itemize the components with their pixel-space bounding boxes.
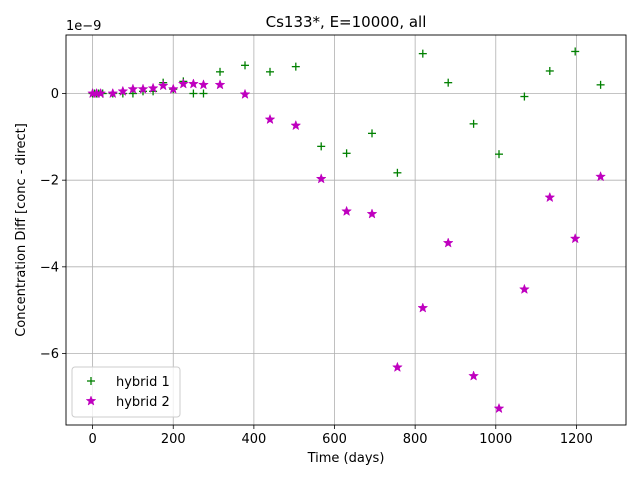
data-point: [444, 78, 453, 87]
chart-title: Cs133*, E=10000, all: [266, 13, 427, 31]
legend-marker-hybrid-1: [87, 377, 95, 385]
legend-marker-hybrid-2: [85, 395, 97, 406]
data-point: [571, 47, 580, 56]
plot-area-frame: [65, 34, 627, 426]
legend-label-hybrid-1: hybrid 1: [116, 375, 170, 390]
x-tick-label: 1200: [560, 432, 593, 447]
data-point: [468, 370, 480, 381]
data-point: [366, 208, 378, 219]
data-point: [368, 129, 377, 138]
data-point: [596, 80, 605, 89]
data-point: [187, 78, 199, 89]
data-point: [341, 205, 353, 216]
data-point: [266, 67, 275, 76]
data-point: [199, 89, 208, 98]
data-point: [127, 83, 139, 94]
data-point: [214, 79, 226, 90]
series-2: [87, 78, 607, 414]
axis-ticks: 0 200 400 600 800 1000 1200 0 −2 −4 −6: [40, 87, 593, 447]
data-point: [167, 83, 179, 94]
data-point: [189, 89, 198, 98]
data-point: [107, 87, 119, 99]
grid-lines: [66, 35, 626, 425]
y-axis-label: Concentration Diff [conc - direct]: [14, 123, 29, 337]
data-point: [493, 402, 505, 414]
y-tick-label: −4: [40, 260, 59, 275]
data-point: [391, 361, 403, 372]
data-point: [545, 66, 554, 75]
data-point: [157, 79, 169, 91]
data-points: [87, 47, 607, 414]
data-point: [291, 62, 300, 71]
data-point: [117, 85, 129, 96]
y-tick-label: −2: [40, 174, 59, 189]
y-tick-label: −6: [40, 347, 59, 362]
x-tick-label: 0: [88, 432, 96, 447]
data-point: [595, 170, 607, 182]
data-point: [264, 113, 276, 125]
data-point: [418, 49, 427, 58]
data-point: [239, 88, 251, 99]
data-point: [317, 142, 326, 151]
data-point: [495, 150, 504, 159]
x-axis-label: Time (days): [307, 451, 385, 466]
data-point: [177, 78, 189, 89]
y-scale-multiplier: 1e−9: [66, 19, 101, 34]
data-point: [147, 82, 159, 93]
x-tick-label: 200: [161, 432, 186, 447]
y-tick-label: 0: [51, 87, 59, 102]
data-point: [342, 149, 351, 158]
legend-marker-plus: [87, 377, 95, 385]
legend-marker-star: [85, 395, 97, 406]
legend: hybrid 1 hybrid 2: [71, 366, 181, 418]
data-point: [241, 61, 250, 70]
data-point: [393, 168, 402, 177]
x-tick-label: 1000: [479, 432, 512, 447]
x-tick-label: 800: [403, 432, 428, 447]
legend-box: [71, 366, 181, 418]
x-tick-label: 600: [322, 432, 347, 447]
x-tick-label: 400: [241, 432, 266, 447]
legend-label-hybrid-2: hybrid 2: [116, 395, 170, 410]
data-point: [95, 87, 107, 99]
data-point: [216, 67, 225, 76]
data-point: [137, 83, 149, 94]
data-point: [469, 119, 478, 128]
data-point: [290, 119, 302, 131]
data-point: [198, 79, 209, 90]
data-point: [544, 191, 556, 203]
data-point: [442, 237, 454, 248]
data-point: [569, 232, 581, 244]
data-point: [518, 283, 530, 294]
data-point: [417, 302, 429, 313]
data-point: [520, 92, 529, 101]
data-point: [315, 173, 327, 184]
